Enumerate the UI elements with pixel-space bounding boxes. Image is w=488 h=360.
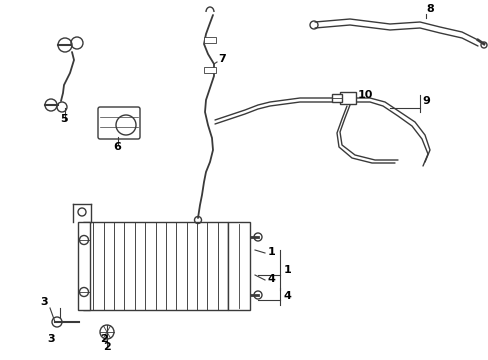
Text: 5: 5 (60, 114, 67, 124)
Bar (227, 222, 249, 310)
Text: 4: 4 (267, 274, 275, 284)
Bar (203, 67, 216, 73)
Text: 1: 1 (284, 265, 291, 275)
Bar (339, 92, 355, 104)
Text: 6: 6 (113, 142, 121, 152)
Text: 9: 9 (421, 96, 429, 106)
Text: 2: 2 (100, 334, 107, 344)
Text: 4: 4 (284, 291, 291, 301)
Bar (78, 222, 90, 310)
Text: 7: 7 (218, 54, 225, 64)
Text: 2: 2 (103, 342, 110, 352)
Text: 1: 1 (267, 247, 275, 257)
Text: 3: 3 (40, 297, 47, 307)
Bar (331, 94, 341, 102)
Text: 10: 10 (357, 90, 373, 100)
Bar (203, 37, 216, 43)
Bar (83, 222, 227, 310)
Text: 8: 8 (425, 4, 433, 14)
Text: 3: 3 (47, 334, 55, 344)
